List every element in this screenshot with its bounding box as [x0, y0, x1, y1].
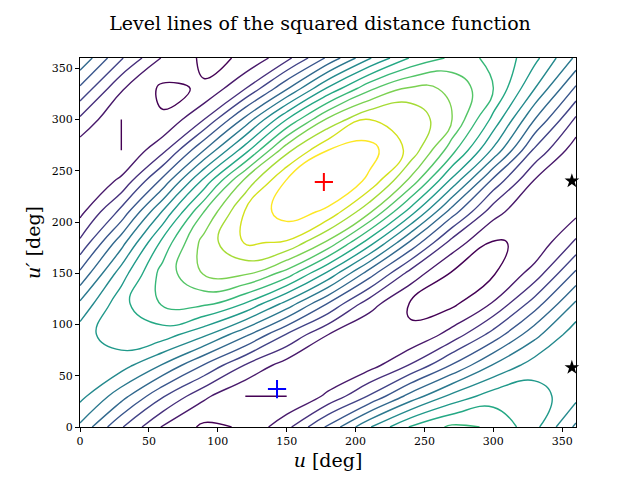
svg-text:200: 200	[345, 435, 366, 448]
svg-text:250: 250	[52, 165, 73, 178]
svg-text:350: 350	[52, 62, 73, 75]
svg-text:300: 300	[52, 113, 73, 126]
svg-text:100: 100	[52, 318, 73, 331]
svg-text:0: 0	[66, 421, 73, 434]
svg-text:350: 350	[552, 435, 573, 448]
svg-text:50: 50	[59, 370, 73, 383]
svg-text:300: 300	[483, 435, 504, 448]
svg-text:u′ [deg]: u′ [deg]	[22, 206, 44, 279]
svg-text:100: 100	[207, 435, 228, 448]
svg-text:150: 150	[52, 267, 73, 280]
svg-text:Level lines of the squared dis: Level lines of the squared distance func…	[109, 12, 531, 34]
svg-text:150: 150	[276, 435, 297, 448]
svg-text:50: 50	[142, 435, 156, 448]
svg-text:250: 250	[414, 435, 435, 448]
svg-text:u [deg]: u [deg]	[294, 449, 363, 471]
svg-text:200: 200	[52, 216, 73, 229]
svg-text:0: 0	[77, 435, 84, 448]
